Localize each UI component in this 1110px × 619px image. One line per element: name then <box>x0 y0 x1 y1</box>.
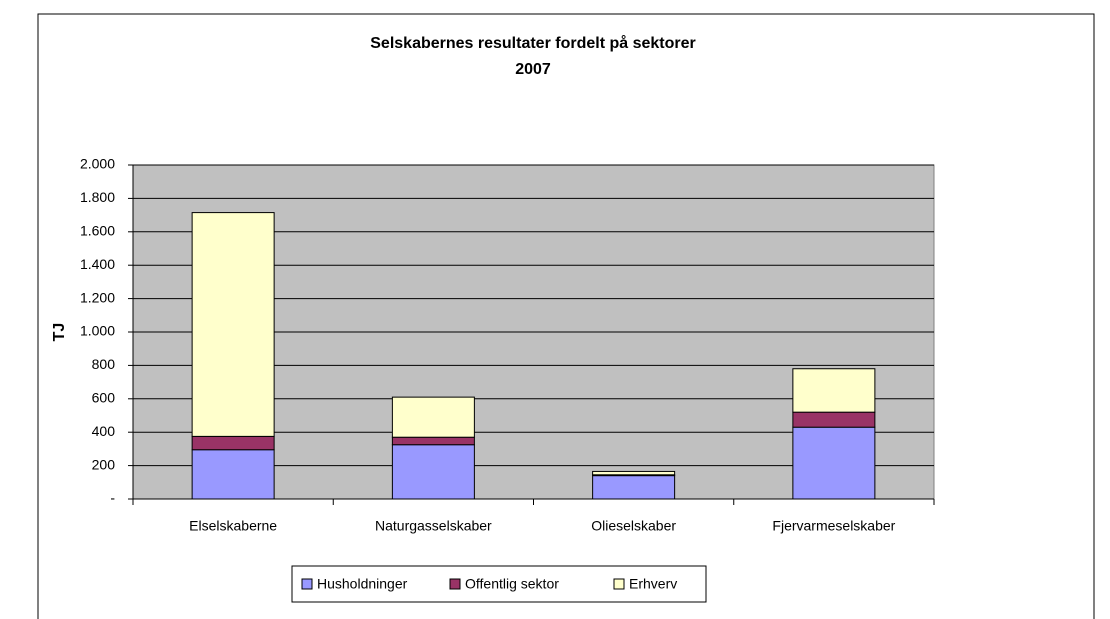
chart-subtitle: 2007 <box>515 61 551 78</box>
bar-segment <box>191 449 275 500</box>
y-tick-label: 2.000 <box>80 156 115 172</box>
x-tick-label: Naturgasselskaber <box>375 518 492 534</box>
chart-title: Selskabernes resultater fordelt på sekto… <box>370 34 695 52</box>
y-tick-label: 1.200 <box>80 289 115 305</box>
bar-segment <box>792 411 876 428</box>
x-tick-label: Olieselskaber <box>591 518 676 534</box>
y-tick-label: 800 <box>92 356 116 372</box>
legend-label: Husholdninger <box>317 576 408 592</box>
y-tick-label: 400 <box>92 423 116 439</box>
y-tick-label: 1.400 <box>80 256 115 272</box>
bar-segment <box>191 212 275 437</box>
y-tick-label: 1.000 <box>80 323 115 339</box>
legend-swatch <box>449 578 461 590</box>
bar-segment <box>592 475 676 500</box>
legend-swatch <box>613 578 625 590</box>
legend-swatch <box>301 578 313 590</box>
x-tick-label: Fjervarmeselskaber <box>772 518 895 534</box>
legend-box <box>291 565 707 603</box>
bar-segment <box>592 470 676 476</box>
bar-segment <box>391 444 475 500</box>
bar-segment <box>391 396 475 438</box>
legend-label: Offentlig sektor <box>465 576 559 592</box>
bar-segment <box>191 435 275 451</box>
y-axis-label: TJ <box>51 323 68 342</box>
bar-segment <box>792 368 876 413</box>
y-tick-label: 600 <box>92 390 116 406</box>
y-tick-label: 1.600 <box>80 223 115 239</box>
bar-segment <box>792 426 876 500</box>
y-tick-label: 1.800 <box>80 189 115 205</box>
legend-label: Erhverv <box>629 576 677 592</box>
y-tick-label: 200 <box>92 456 116 472</box>
bar-segment <box>391 436 475 446</box>
y-tick-label: - <box>110 490 115 506</box>
x-tick-label: Elselskaberne <box>189 518 277 534</box>
